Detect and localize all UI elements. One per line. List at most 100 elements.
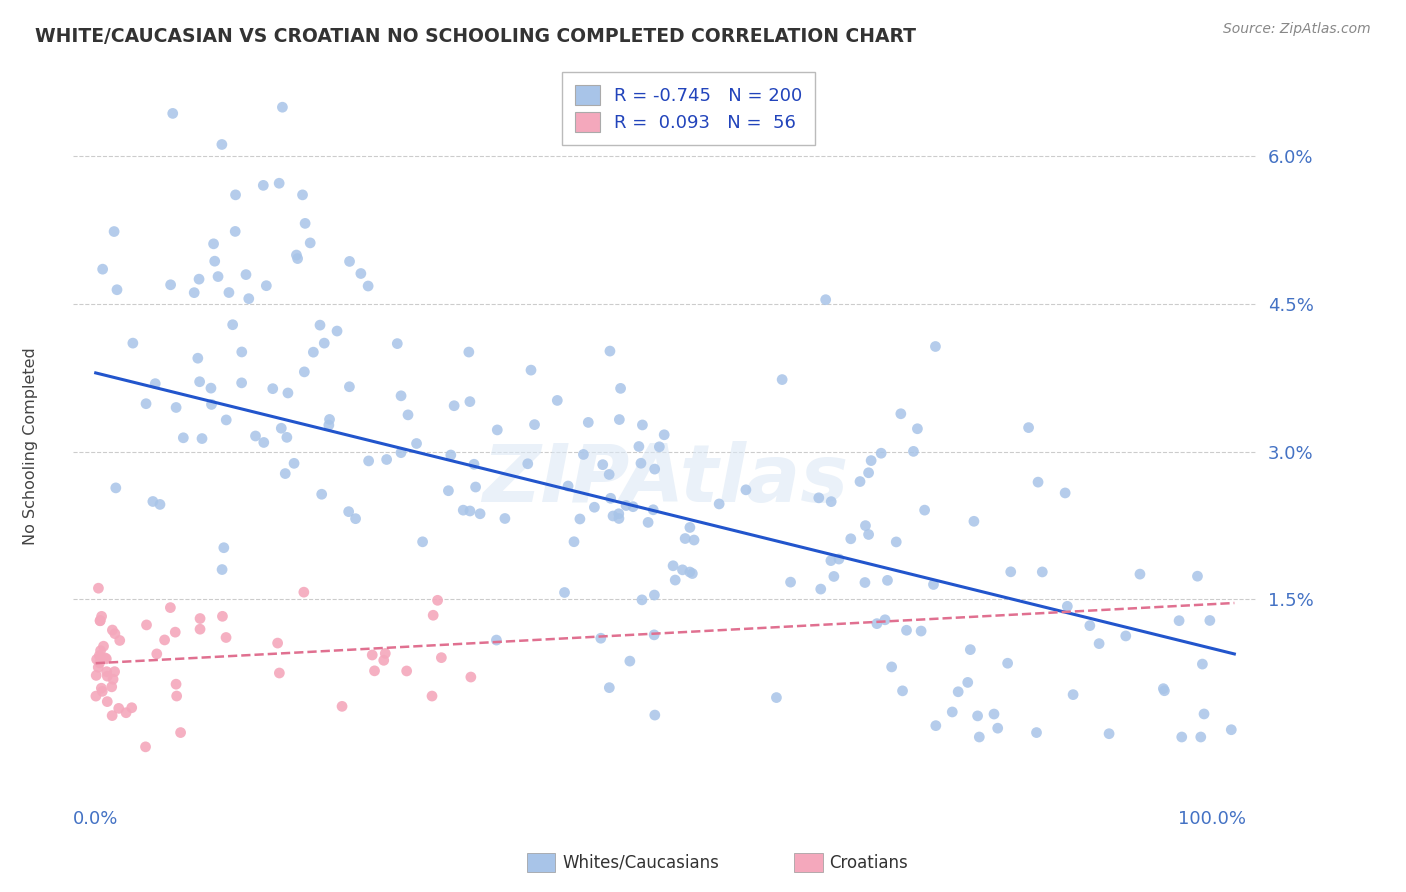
Point bbox=[866, 616, 889, 631]
Point bbox=[966, 709, 988, 723]
Point bbox=[188, 272, 211, 286]
Point bbox=[987, 721, 1010, 735]
Point bbox=[211, 609, 233, 624]
Point bbox=[630, 456, 652, 470]
Point bbox=[269, 665, 291, 680]
Point bbox=[903, 444, 925, 458]
Point bbox=[405, 436, 427, 450]
Point bbox=[860, 453, 883, 467]
Point bbox=[165, 625, 187, 640]
Point bbox=[1187, 569, 1209, 583]
Point bbox=[876, 574, 898, 588]
Point bbox=[100, 680, 122, 694]
Point bbox=[426, 593, 449, 607]
Point bbox=[159, 277, 181, 292]
Point bbox=[135, 618, 157, 632]
Point bbox=[200, 381, 222, 395]
Point bbox=[374, 647, 396, 661]
Point bbox=[1088, 637, 1111, 651]
Point bbox=[880, 660, 903, 674]
Point bbox=[299, 235, 322, 250]
Text: WHITE/CAUCASIAN VS CROATIAN NO SCHOOLING COMPLETED CORRELATION CHART: WHITE/CAUCASIAN VS CROATIAN NO SCHOOLING… bbox=[35, 27, 917, 45]
Point bbox=[679, 520, 702, 534]
Point bbox=[135, 397, 157, 411]
Point bbox=[143, 376, 166, 391]
Point bbox=[631, 592, 654, 607]
Point bbox=[253, 435, 276, 450]
Point bbox=[311, 487, 333, 501]
Point bbox=[1129, 567, 1152, 582]
Point bbox=[309, 318, 332, 332]
Point bbox=[924, 339, 946, 353]
Point bbox=[1054, 486, 1077, 500]
Point bbox=[142, 494, 165, 508]
Point bbox=[807, 491, 830, 505]
Point bbox=[121, 336, 143, 351]
Point bbox=[839, 532, 862, 546]
Point bbox=[153, 632, 176, 647]
Point bbox=[820, 494, 842, 508]
Point bbox=[1189, 730, 1212, 744]
Point bbox=[90, 681, 112, 696]
Point bbox=[679, 565, 702, 579]
Point bbox=[853, 575, 876, 590]
Point bbox=[104, 626, 127, 640]
Point bbox=[599, 491, 621, 506]
Point bbox=[146, 647, 169, 661]
Point bbox=[274, 467, 297, 481]
Point bbox=[270, 421, 292, 435]
Point bbox=[602, 508, 624, 523]
Point bbox=[598, 467, 620, 482]
Point bbox=[291, 187, 314, 202]
Point bbox=[89, 648, 111, 663]
Text: Source: ZipAtlas.com: Source: ZipAtlas.com bbox=[1223, 22, 1371, 37]
Point bbox=[339, 380, 361, 394]
Point bbox=[1062, 688, 1084, 702]
Point bbox=[858, 527, 880, 541]
Point bbox=[956, 675, 979, 690]
Point bbox=[440, 448, 463, 462]
Point bbox=[420, 689, 443, 703]
Point bbox=[254, 278, 277, 293]
Point bbox=[115, 706, 138, 720]
Point bbox=[101, 672, 124, 686]
Point bbox=[464, 480, 486, 494]
Point bbox=[1018, 420, 1040, 434]
Point bbox=[458, 394, 481, 409]
Text: Whites/Caucasians: Whites/Caucasians bbox=[562, 854, 720, 871]
Point bbox=[662, 558, 685, 573]
Point bbox=[396, 408, 419, 422]
Point bbox=[389, 389, 412, 403]
Point bbox=[285, 248, 308, 262]
Point bbox=[891, 683, 914, 698]
Point bbox=[707, 497, 730, 511]
Point bbox=[583, 500, 606, 515]
Point bbox=[1220, 723, 1243, 737]
Point bbox=[858, 466, 880, 480]
Point bbox=[910, 624, 932, 638]
Point bbox=[169, 725, 191, 739]
Point bbox=[598, 681, 620, 695]
Point bbox=[225, 187, 247, 202]
Point bbox=[683, 533, 706, 547]
Point bbox=[121, 700, 143, 714]
Point bbox=[922, 577, 945, 591]
Point bbox=[188, 622, 211, 636]
Point bbox=[330, 699, 353, 714]
Point bbox=[94, 651, 117, 665]
Point bbox=[211, 137, 233, 152]
Point bbox=[735, 483, 758, 497]
Point bbox=[165, 401, 187, 415]
Point bbox=[105, 283, 128, 297]
Point bbox=[96, 695, 118, 709]
Point bbox=[941, 705, 963, 719]
Point bbox=[457, 345, 479, 359]
Point bbox=[224, 224, 246, 238]
Point bbox=[619, 654, 641, 668]
Point bbox=[89, 614, 111, 628]
Point bbox=[890, 407, 912, 421]
Text: Croatians: Croatians bbox=[830, 854, 908, 871]
Point bbox=[292, 365, 315, 379]
Point bbox=[221, 318, 243, 332]
Point bbox=[183, 285, 205, 300]
